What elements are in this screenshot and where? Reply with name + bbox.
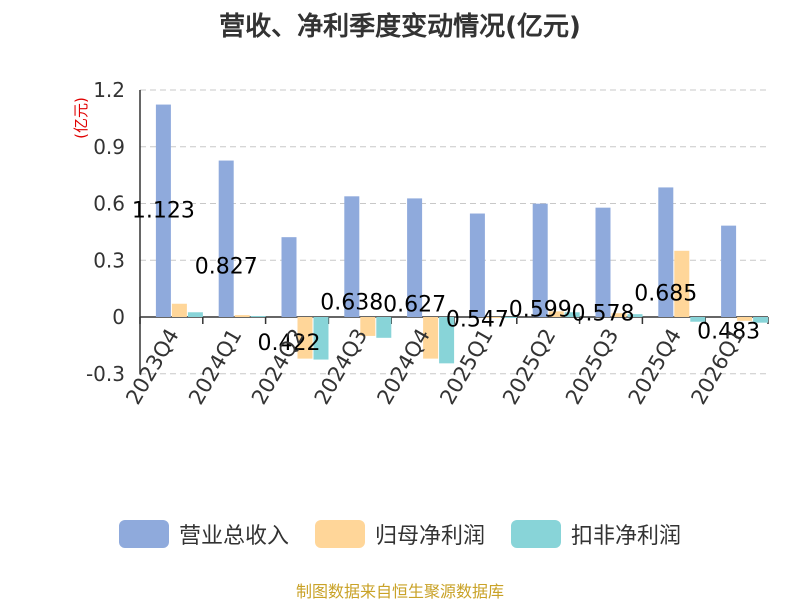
bar-net-profit <box>297 317 313 359</box>
source-note: 制图数据来自恒生聚源数据库 <box>295 582 504 601</box>
x-tick-label: 2024Q1 <box>184 325 246 409</box>
bar-net-profit <box>485 317 501 318</box>
bar-net-profit <box>423 317 439 359</box>
data-label: 0.547 <box>446 308 509 333</box>
bar-net-profit <box>360 317 376 336</box>
legend-item-net-profit[interactable]: 归母净利润 <box>314 518 485 550</box>
legend: 营业总收入 归母净利润 扣非净利润 <box>0 518 800 550</box>
bar-deducted-profit <box>753 317 769 323</box>
bar-revenue <box>407 198 423 317</box>
bar-net-profit <box>737 317 753 321</box>
data-label: 0.483 <box>697 320 760 345</box>
bar-revenue <box>658 187 674 317</box>
y-tick-label: 1.2 <box>93 78 125 102</box>
y-axis-label: (亿元) <box>72 97 90 139</box>
bar-net-profit <box>234 315 250 317</box>
bar-revenue <box>281 237 297 317</box>
legend-label-net-profit: 归母净利润 <box>374 524 485 549</box>
data-label: 0.422 <box>258 331 321 356</box>
bar-net-profit <box>674 250 690 317</box>
bar-deducted-profit <box>187 312 203 317</box>
data-label: 0.685 <box>634 281 697 306</box>
bar-deducted-profit <box>439 317 455 364</box>
data-label: 1.123 <box>132 199 195 224</box>
bar-deducted-profit <box>627 314 643 317</box>
legend-swatch-deducted-profit <box>511 520 561 548</box>
legend-item-revenue[interactable]: 营业总收入 <box>118 518 289 550</box>
bar-deducted-profit <box>690 317 706 322</box>
legend-label-deducted-profit: 扣非净利润 <box>571 524 682 549</box>
data-label: 0.627 <box>383 292 446 317</box>
bar-revenue <box>344 196 360 317</box>
y-tick-label: 0.6 <box>93 192 125 216</box>
y-tick-label: 0.3 <box>93 248 125 272</box>
y-tick-label: -0.3 <box>86 362 125 386</box>
bar-revenue <box>532 203 548 317</box>
data-label: 0.827 <box>195 255 258 280</box>
legend-swatch-revenue <box>118 520 169 548</box>
bar-net-profit <box>548 311 564 317</box>
bar-revenue <box>155 104 171 318</box>
bar-net-profit <box>171 303 187 317</box>
bar-revenue <box>595 207 611 317</box>
y-tick-label: 0 <box>112 305 125 329</box>
x-tick-label: 2025Q4 <box>624 325 686 409</box>
data-label: 0.578 <box>572 302 635 327</box>
bar-deducted-profit <box>501 317 517 318</box>
chart-title: 营收、净利季度变动情况(亿元) <box>219 12 581 42</box>
bar-deducted-profit <box>313 317 329 360</box>
x-tick-label: 2025Q2 <box>498 325 560 409</box>
x-tick-label: 2023Q4 <box>121 325 183 409</box>
data-label: 0.638 <box>320 290 383 315</box>
bar-net-profit <box>611 313 627 317</box>
bar-deducted-profit <box>250 316 266 318</box>
bar-revenue <box>721 225 737 317</box>
bar-revenue <box>469 213 485 317</box>
bar-deducted-profit <box>376 317 392 338</box>
legend-item-deducted-profit[interactable]: 扣非净利润 <box>511 518 681 550</box>
bar-deducted-profit <box>564 312 580 317</box>
legend-swatch-net-profit <box>314 520 365 548</box>
data-label: 0.599 <box>509 298 572 323</box>
legend-label-revenue: 营业总收入 <box>178 524 289 549</box>
x-tick-label: 2025Q3 <box>561 325 623 409</box>
bar-revenue <box>218 160 234 317</box>
y-tick-label: 0.9 <box>93 135 125 159</box>
